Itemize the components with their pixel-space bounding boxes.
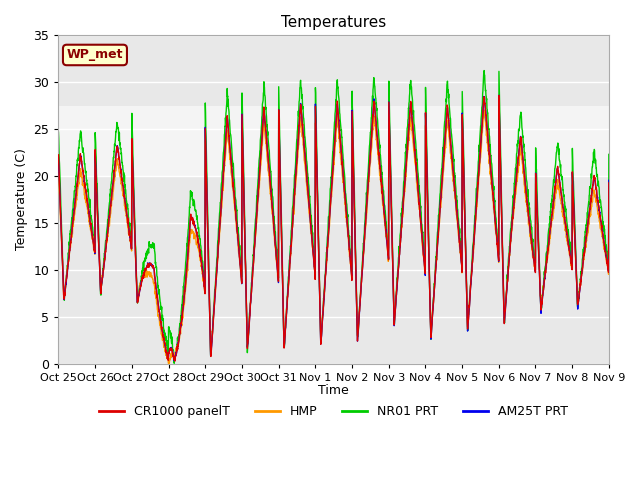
Bar bbox=[58, 106, 609, 176]
Text: WP_met: WP_met bbox=[67, 48, 124, 61]
Legend: CR1000 panelT, HMP, NR01 PRT, AM25T PRT: CR1000 panelT, HMP, NR01 PRT, AM25T PRT bbox=[94, 400, 573, 423]
Title: Temperatures: Temperatures bbox=[281, 15, 387, 30]
X-axis label: Time: Time bbox=[318, 384, 349, 397]
Y-axis label: Temperature (C): Temperature (C) bbox=[15, 149, 28, 251]
